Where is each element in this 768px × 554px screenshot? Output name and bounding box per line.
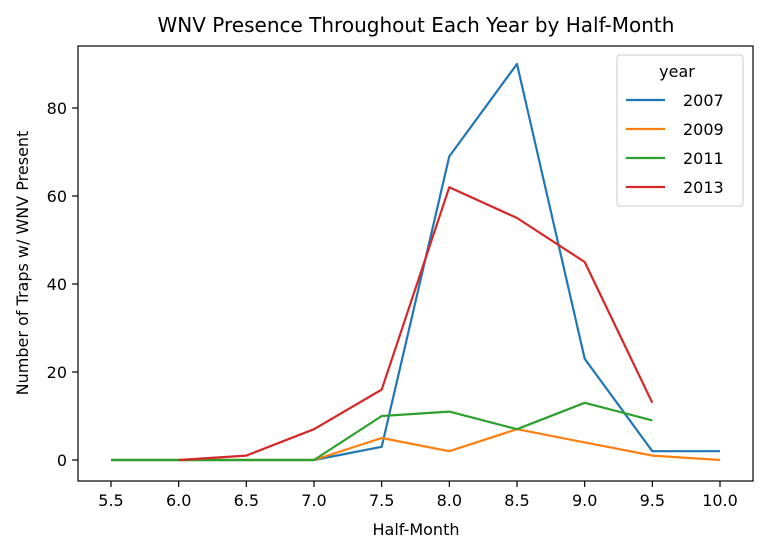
chart-title: WNV Presence Throughout Each Year by Hal… <box>158 13 675 37</box>
y-axis-label: Number of Traps w/ WNV Present <box>13 131 32 396</box>
series-lines <box>111 62 721 462</box>
legend-label-2011: 2011 <box>683 149 724 168</box>
y-tick-label: 80 <box>47 99 67 118</box>
x-tick-label: 5.5 <box>98 491 123 510</box>
legend-title: year <box>659 62 695 81</box>
x-axis-label: Half-Month <box>373 520 460 539</box>
legend-box <box>616 54 744 207</box>
x-tick-label: 7.0 <box>301 491 326 510</box>
x-tick-label: 9.5 <box>640 491 665 510</box>
x-tick-label: 6.0 <box>166 491 191 510</box>
y-tick-label: 20 <box>47 363 67 382</box>
legend: year 2007 2009 2011 2013 <box>616 54 744 207</box>
legend-label-2013: 2013 <box>683 178 724 197</box>
x-axis: 5.5 6.0 6.5 7.0 7.5 8.0 8.5 9.0 9.5 10.0 <box>98 481 738 510</box>
series-line-2009 <box>111 428 721 462</box>
legend-label-2009: 2009 <box>683 120 724 139</box>
y-tick-label: 60 <box>47 187 67 206</box>
plot-area <box>77 45 754 482</box>
x-tick-label: 7.5 <box>369 491 394 510</box>
legend-label-2007: 2007 <box>683 91 724 110</box>
x-tick-label: 8.0 <box>437 491 462 510</box>
y-tick-label: 0 <box>57 451 67 470</box>
y-tick-label: 40 <box>47 275 67 294</box>
y-axis: 0 20 40 60 80 <box>47 99 78 470</box>
legend-items: 2007 2009 2011 2013 <box>626 91 724 197</box>
series-line-2011 <box>111 401 653 462</box>
x-tick-label: 9.0 <box>572 491 597 510</box>
x-tick-label: 6.5 <box>234 491 259 510</box>
series-line-2013 <box>178 186 654 462</box>
plot-border <box>77 45 754 482</box>
x-tick-label: 10.0 <box>702 491 738 510</box>
x-tick-label: 8.5 <box>504 491 529 510</box>
